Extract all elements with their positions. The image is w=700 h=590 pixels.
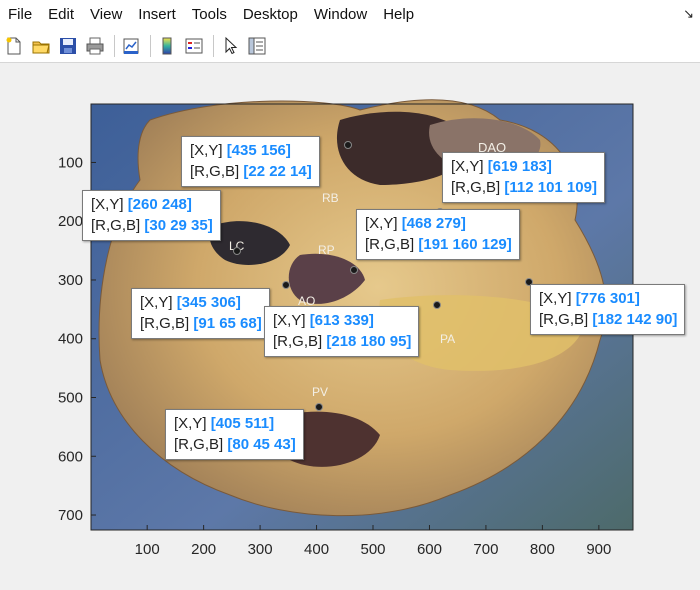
menu-window[interactable]: Window <box>313 6 368 23</box>
datatip-xy-label: [X,Y] <box>190 142 223 159</box>
menu-file[interactable]: File <box>8 6 33 23</box>
toolbar-separator <box>150 35 151 57</box>
datatip-rgb-value: [218 180 95] <box>326 333 412 350</box>
y-tick-label: 500 <box>58 389 83 406</box>
y-tick-label: 700 <box>58 507 83 524</box>
x-tick-label: 400 <box>304 541 329 558</box>
y-tick-label: 300 <box>58 272 83 289</box>
datatip-xy-value: [405 511] <box>210 415 275 432</box>
y-tick-label: 100 <box>58 154 83 171</box>
x-axis-ticks: 100 200 300 400 500 600 700 800 900 <box>135 525 611 558</box>
datatip-rgb-label: [R,G,B] <box>539 311 589 328</box>
datatip-marker[interactable] <box>344 141 352 149</box>
y-axis-ticks: 100 200 300 400 500 600 700 <box>58 154 96 524</box>
datatip-rgb-value: [80 45 43] <box>227 436 296 453</box>
toolbar-separator <box>114 35 115 57</box>
figure-toolbar <box>0 30 700 63</box>
datatip-rgb-value: [22 22 14] <box>243 163 312 180</box>
datatip[interactable]: [X,Y] [619 183] [R,G,B] [112 101 109] <box>442 152 605 203</box>
print-icon[interactable] <box>83 34 107 58</box>
y-tick-label: 600 <box>58 448 83 465</box>
datatip-xy-label: [X,Y] <box>140 294 173 311</box>
y-tick-label: 200 <box>58 213 83 230</box>
insert-colorbar-icon[interactable] <box>155 34 179 58</box>
datatip-xy-value: [776 301] <box>575 290 640 307</box>
datatip-rgb-label: [R,G,B] <box>91 217 141 234</box>
datatip-rgb-value: [112 101 109] <box>504 179 597 196</box>
select-arrow-icon[interactable] <box>218 34 242 58</box>
datatip-marker[interactable] <box>525 278 533 286</box>
menu-insert[interactable]: Insert <box>138 6 176 23</box>
x-tick-label: 900 <box>586 541 611 558</box>
datatip-rgb-value: [191 160 129] <box>418 236 512 253</box>
datatip-rgb-label: [R,G,B] <box>273 333 323 350</box>
datatip[interactable]: [X,Y] [405 511] [R,G,B] [80 45 43] <box>165 409 304 460</box>
dock-arrow-icon[interactable]: ↘ <box>683 6 694 21</box>
datatip-marker[interactable] <box>433 301 441 309</box>
menu-edit[interactable]: Edit <box>48 6 75 23</box>
datatip-marker[interactable] <box>350 266 358 274</box>
datatip[interactable]: [X,Y] [613 339] [R,G,B] [218 180 95] <box>264 306 420 357</box>
toolbar-separator <box>213 35 214 57</box>
datatip-xy-label: [X,Y] <box>451 158 484 175</box>
image-label-dao: DAO <box>478 140 506 155</box>
property-inspector-icon[interactable] <box>245 34 269 58</box>
menu-bar: File Edit View Insert Tools Desktop Wind… <box>0 0 700 30</box>
datatip-xy-label: [X,Y] <box>273 312 306 329</box>
figure-canvas: DAO RB RP AO PA PV LC 100 200 300 400 500 600… <box>0 64 700 590</box>
datatip-xy-value: [345 306] <box>176 294 241 311</box>
datatip-xy-value: [619 183] <box>487 158 552 175</box>
y-tick-label: 400 <box>58 331 83 348</box>
save-icon[interactable] <box>56 34 80 58</box>
datatip-xy-value: [260 248] <box>127 196 192 213</box>
datatip-marker[interactable] <box>315 403 323 411</box>
link-plot-icon[interactable] <box>119 34 143 58</box>
x-tick-label: 600 <box>417 541 442 558</box>
x-tick-label: 700 <box>473 541 498 558</box>
datatip-rgb-label: [R,G,B] <box>451 179 501 196</box>
x-tick-label: 300 <box>248 541 273 558</box>
datatip-rgb-label: [R,G,B] <box>190 163 240 180</box>
datatip-rgb-label: [R,G,B] <box>140 315 190 332</box>
datatip[interactable]: [X,Y] [345 306] [R,G,B] [91 65 68] <box>131 288 270 339</box>
datatip[interactable]: [X,Y] [435 156] [R,G,B] [22 22 14] <box>181 136 320 187</box>
new-figure-icon[interactable] <box>2 34 26 58</box>
x-tick-label: 200 <box>191 541 216 558</box>
image-label-rb: RB <box>322 191 339 205</box>
datatip-rgb-value: [30 29 35] <box>144 217 213 234</box>
datatip[interactable]: [X,Y] [776 301] [R,G,B] [182 142 90] <box>530 284 686 335</box>
open-file-icon[interactable] <box>29 34 53 58</box>
datatip-rgb-value: [182 142 90] <box>592 311 678 328</box>
image-label-rp: RP <box>318 243 335 257</box>
datatip[interactable]: [X,Y] [260 248] [R,G,B] [30 29 35] <box>82 190 221 241</box>
x-tick-label: 100 <box>135 541 160 558</box>
datatip-rgb-label: [R,G,B] <box>365 236 415 253</box>
datatip-marker[interactable] <box>233 247 241 255</box>
menu-tools[interactable]: Tools <box>191 6 227 23</box>
menu-help[interactable]: Help <box>383 6 415 23</box>
datatip[interactable]: [X,Y] [468 279] [R,G,B] [191 160 129] <box>356 209 520 260</box>
datatip-xy-label: [X,Y] <box>539 290 572 307</box>
datatip-marker[interactable] <box>282 281 290 289</box>
menu-view[interactable]: View <box>90 6 123 23</box>
datatip-xy-label: [X,Y] <box>91 196 124 213</box>
datatip-xy-value: [613 339] <box>309 312 374 329</box>
image-label-ao: AO <box>298 294 315 308</box>
image-label-pa: PA <box>440 332 455 346</box>
datatip-xy-label: [X,Y] <box>174 415 207 432</box>
datatip-rgb-value: [91 65 68] <box>193 315 262 332</box>
datatip-xy-value: [435 156] <box>226 142 291 159</box>
datatip-xy-label: [X,Y] <box>365 215 398 232</box>
image-label-pv: PV <box>312 385 328 399</box>
x-tick-label: 500 <box>360 541 385 558</box>
menu-desktop[interactable]: Desktop <box>242 6 298 23</box>
datatip-xy-value: [468 279] <box>401 215 466 232</box>
x-tick-label: 800 <box>530 541 555 558</box>
datatip-rgb-label: [R,G,B] <box>174 436 224 453</box>
insert-legend-icon[interactable] <box>182 34 206 58</box>
